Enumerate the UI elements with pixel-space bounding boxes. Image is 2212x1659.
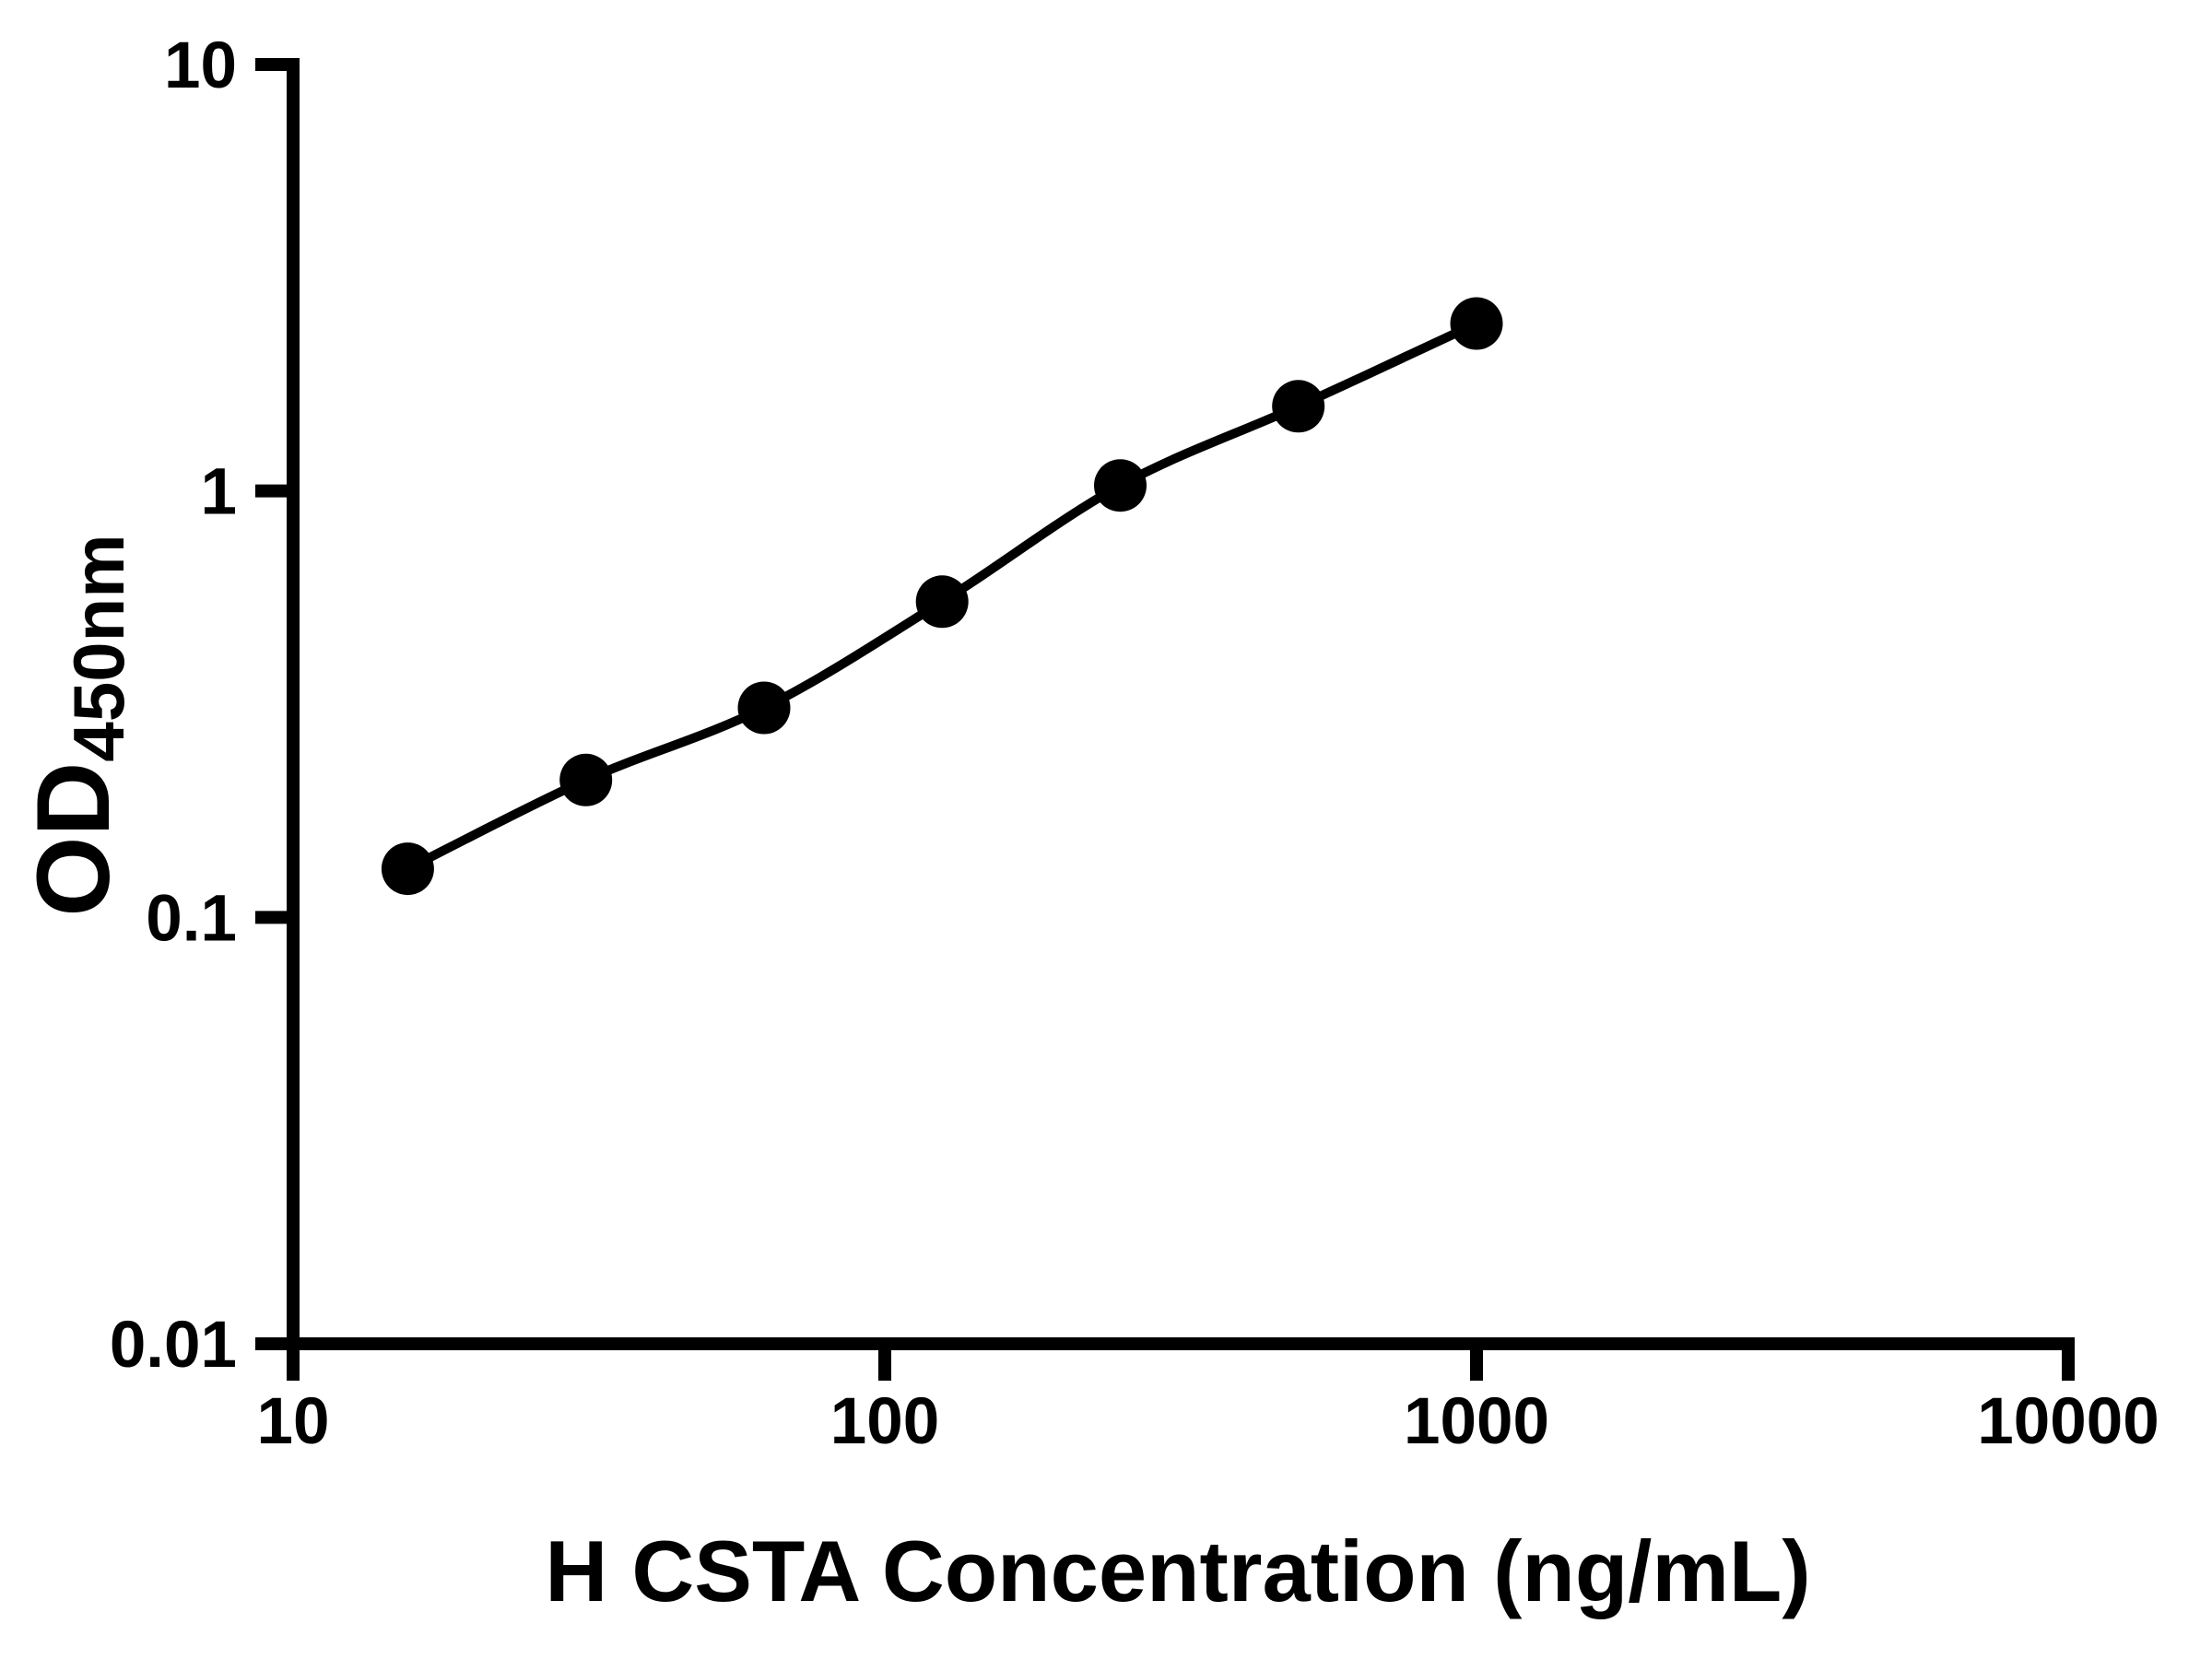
x-tick-label: 10000 (1977, 1385, 2159, 1458)
y-tick-label: 1 (201, 456, 238, 529)
data-point-marker (559, 753, 613, 806)
y-tick-label: 10 (164, 29, 237, 102)
data-point-marker (1450, 297, 1503, 350)
x-axis-title: H CSTA Concentration (ng/mL) (545, 1523, 1810, 1619)
data-point-marker (1094, 459, 1147, 512)
y-tick-label: 0.01 (110, 1309, 237, 1382)
data-point-marker (737, 681, 791, 735)
x-tick-label: 100 (830, 1385, 939, 1458)
data-point-marker (381, 842, 434, 896)
y-tick-label: 0.1 (146, 882, 237, 955)
y-axis-title-main: OD (16, 762, 131, 917)
axes (287, 58, 2075, 1350)
data-point-marker (915, 575, 969, 629)
x-tick-label: 1000 (1404, 1385, 1549, 1458)
axis-ticks (255, 58, 2075, 1381)
y-axis-title-subscript: 450nm (58, 534, 139, 761)
data-series (381, 297, 1503, 896)
x-tick-label: 10 (257, 1385, 330, 1458)
axis-tick-labels: 10 1 0.1 0.01 10 100 1000 10000 (110, 29, 2159, 1458)
y-axis-title: OD450nm (16, 534, 139, 916)
data-point-marker (1272, 380, 1325, 433)
